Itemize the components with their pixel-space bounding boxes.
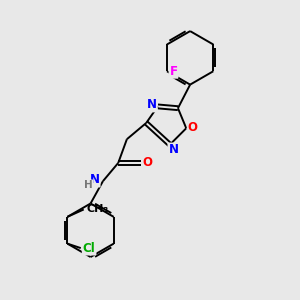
Text: Cl: Cl	[83, 242, 95, 255]
Text: O: O	[142, 157, 152, 169]
Text: CH₃: CH₃	[86, 204, 108, 214]
Text: N: N	[90, 173, 100, 187]
Text: N: N	[168, 143, 178, 157]
Text: N: N	[147, 98, 157, 111]
Text: F: F	[169, 65, 178, 78]
Text: H: H	[84, 180, 92, 190]
Text: O: O	[188, 121, 198, 134]
